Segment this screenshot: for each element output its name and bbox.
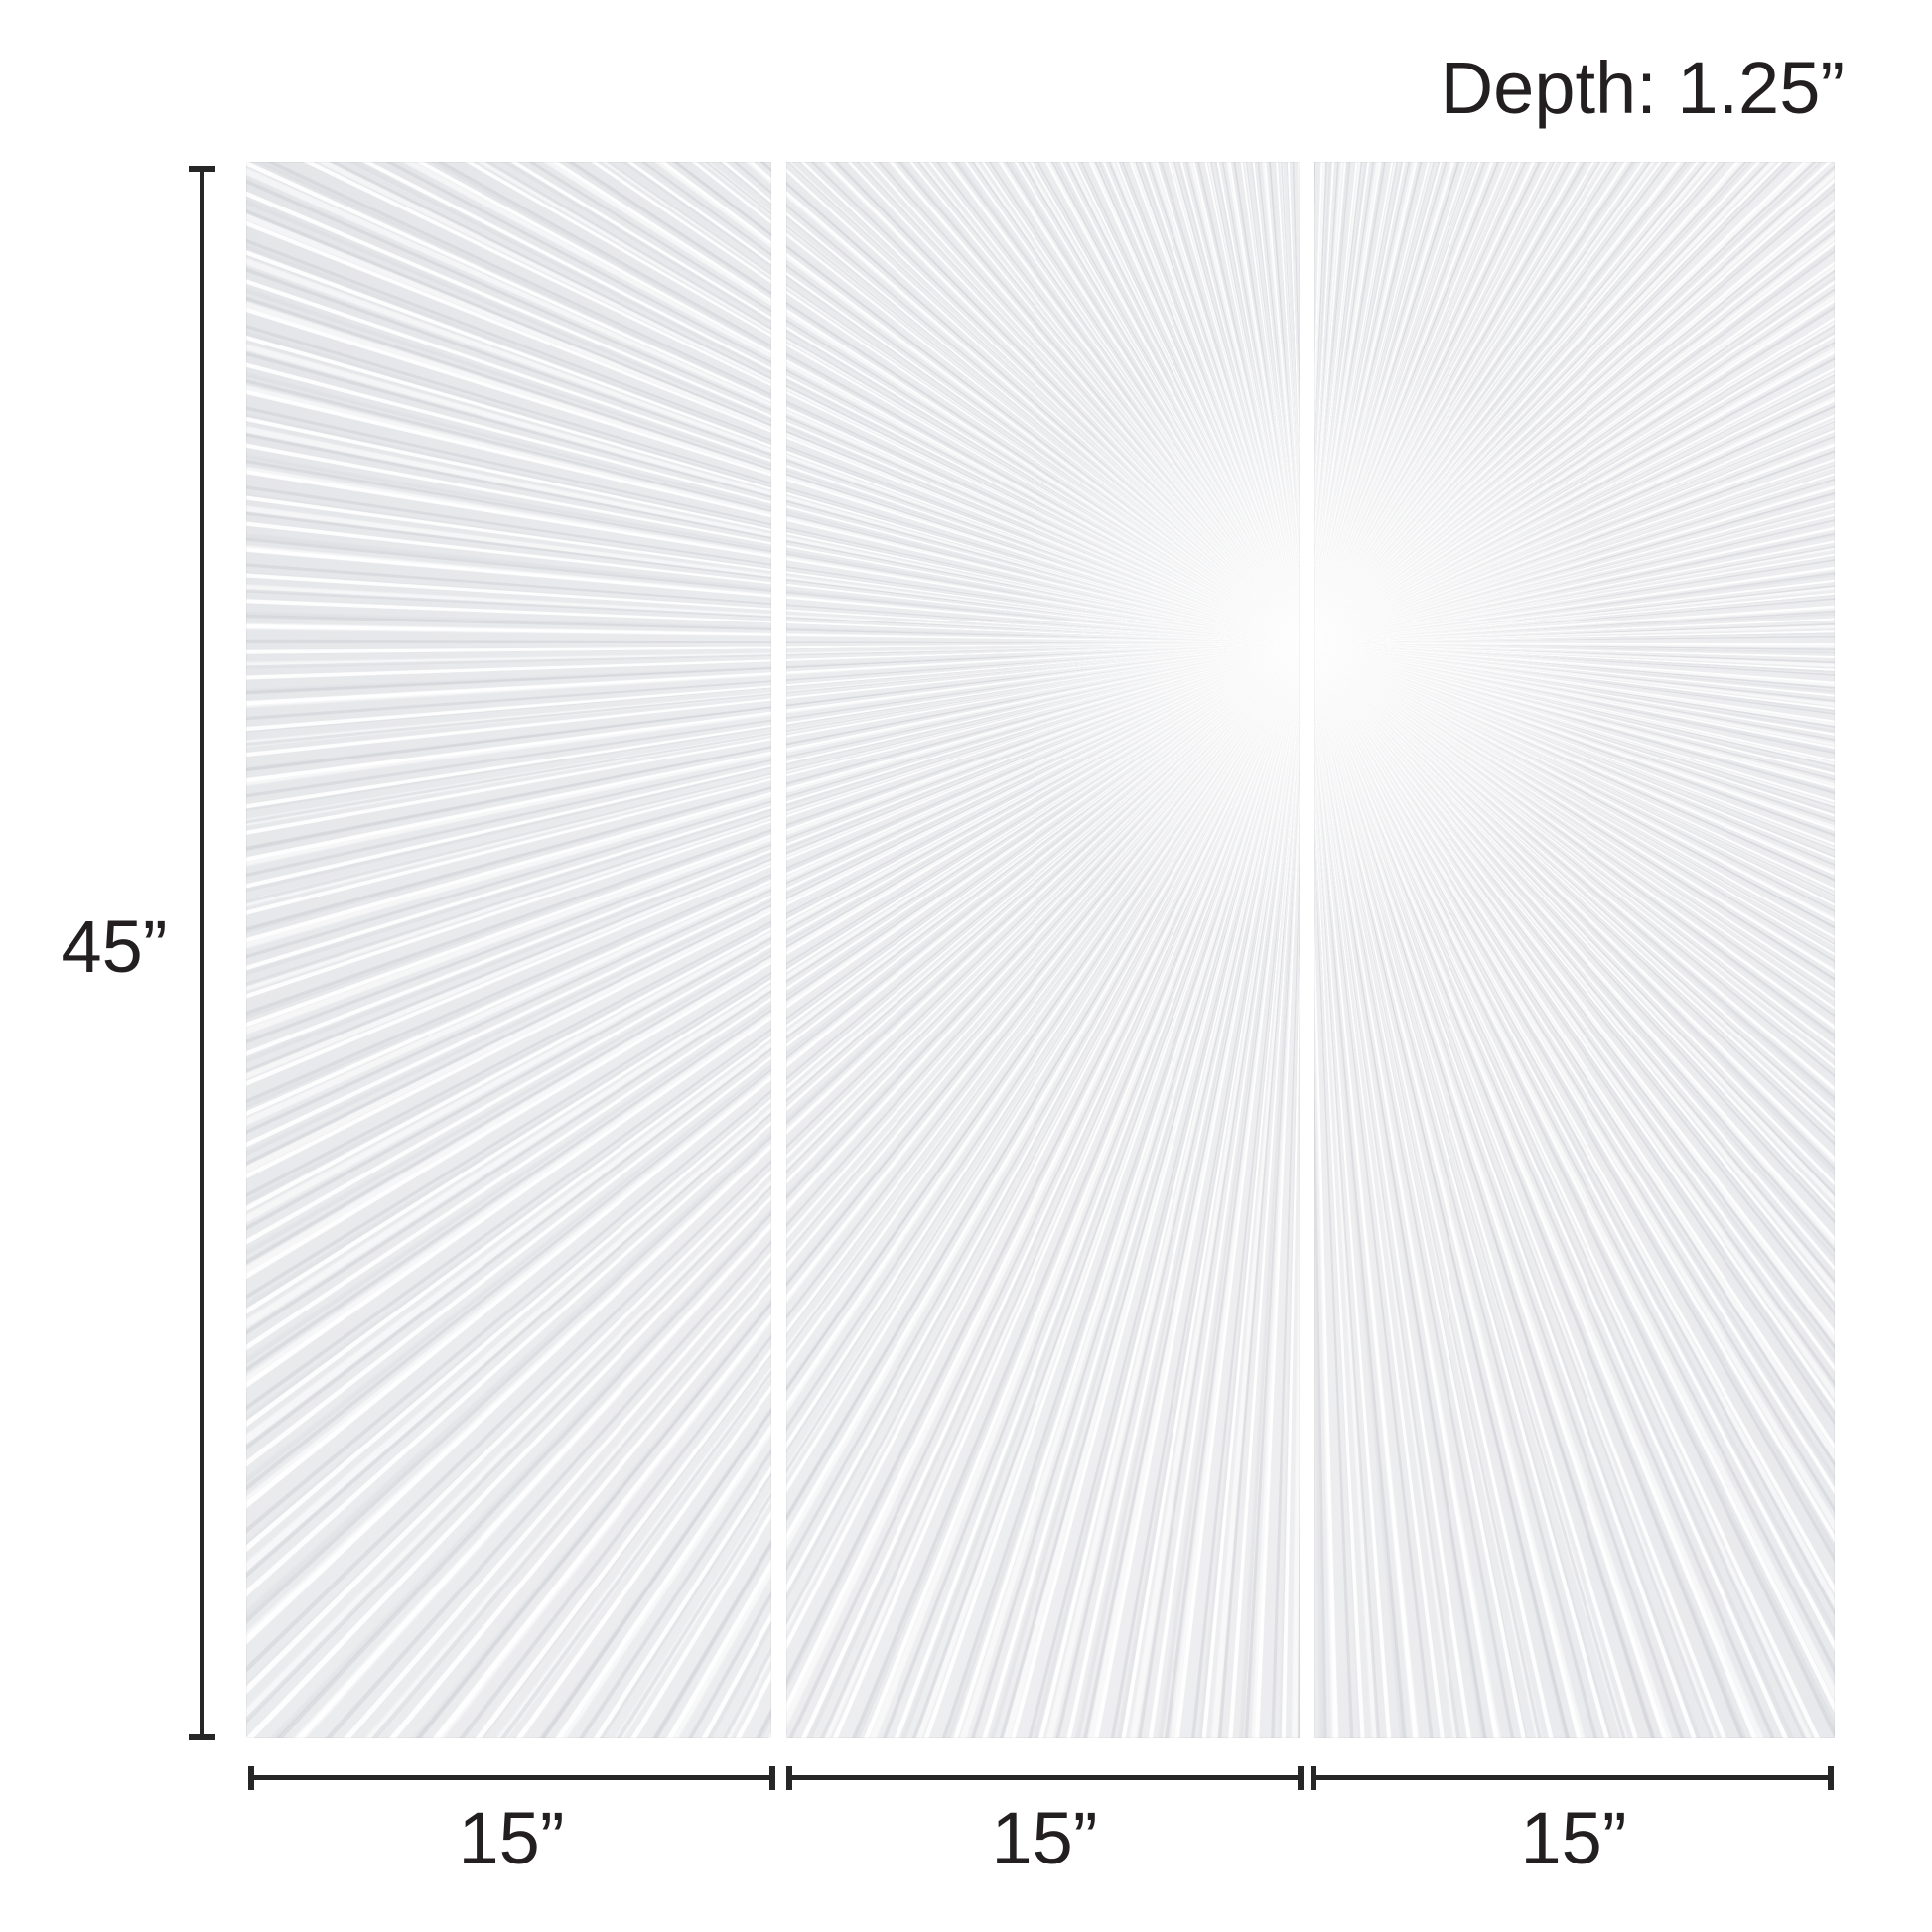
width-label-left: 15” (458, 1797, 565, 1879)
width-dimension-line-center (786, 1766, 1304, 1790)
dimension-line (251, 1775, 772, 1780)
artwork-panel-center (786, 162, 1300, 1738)
height-dimension-line (189, 166, 215, 1740)
width-dimension-line-left (248, 1766, 775, 1790)
width-label-center: 15” (991, 1797, 1098, 1879)
dimension-line (1313, 1775, 1831, 1780)
height-label: 45” (61, 905, 168, 988)
dimension-line (200, 168, 204, 1738)
width-dimension-line-right (1311, 1766, 1834, 1790)
dimension-end-cap (769, 1766, 775, 1790)
width-label-right: 15” (1520, 1797, 1627, 1879)
depth-label: Depth: 1.25” (1440, 47, 1845, 129)
dimension-line (789, 1775, 1301, 1780)
artwork-panel-left (246, 162, 771, 1738)
dimension-end-cap (1298, 1766, 1304, 1790)
dimension-end-cap (1828, 1766, 1834, 1790)
artwork-panel-right (1314, 162, 1835, 1738)
dimension-end-cap (189, 1734, 215, 1740)
sunburst-triptych-artwork (246, 162, 1835, 1738)
